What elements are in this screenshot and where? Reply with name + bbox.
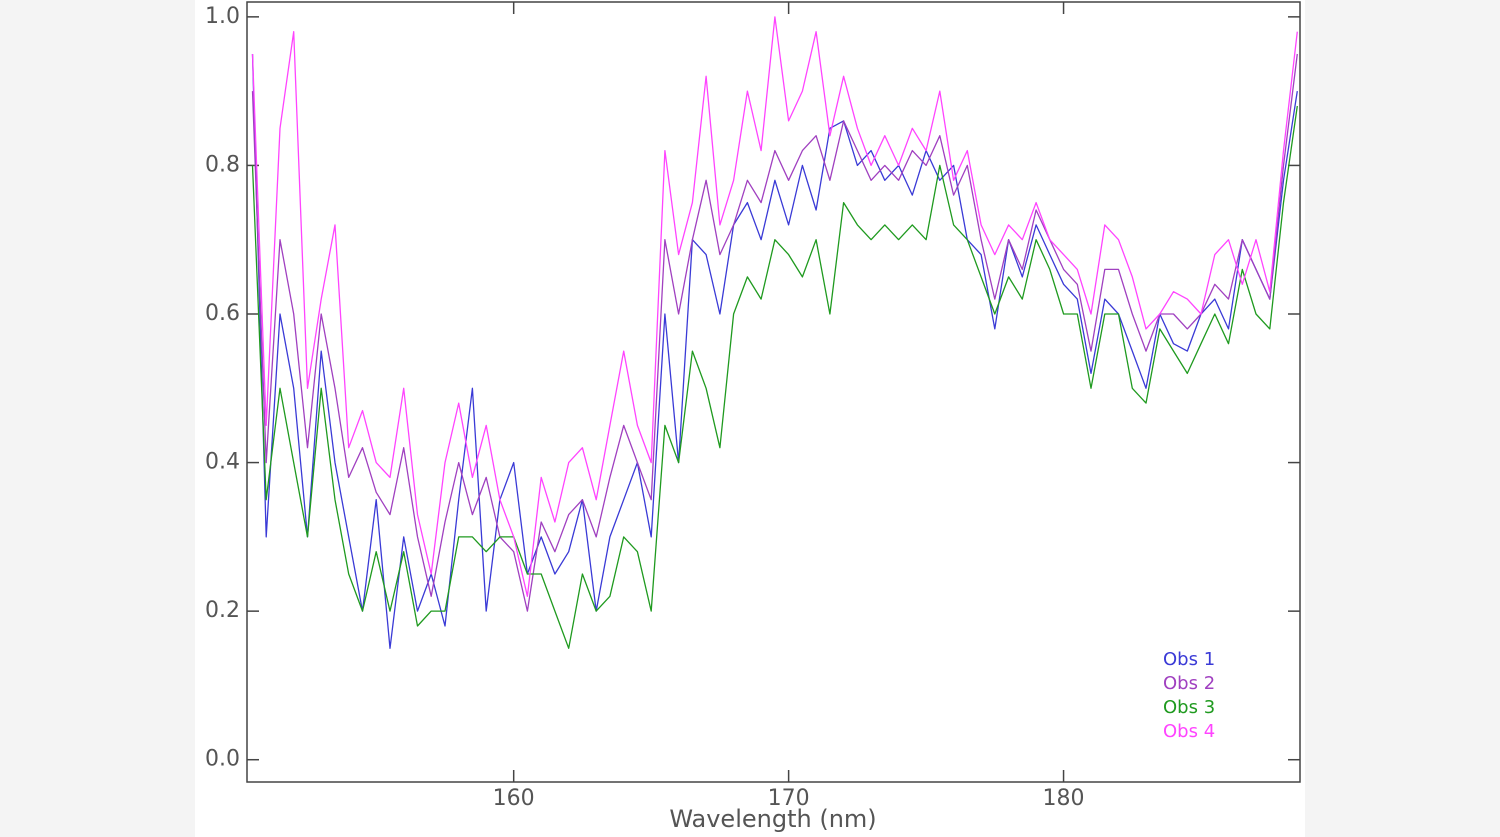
legend-label: Obs 4 [1163,721,1215,742]
chart-background [195,0,1305,837]
series-line [251,16,1298,597]
y-tick-label: 0.2 [205,598,240,623]
series-line [251,53,1298,612]
y-tick-label: 0.0 [205,747,240,772]
legend-label: Obs 2 [1163,673,1215,694]
y-tick-label: 0.8 [205,152,240,177]
x-tick-label: 170 [768,786,810,811]
y-tick-label: 1.0 [205,4,240,29]
legend-label: Obs 3 [1163,697,1215,718]
x-tick-label: 180 [1043,786,1085,811]
x-axis-label: Wavelength (nm) [669,805,876,833]
series-line [251,53,1298,649]
series-line [251,105,1298,649]
plot-frame [246,1,1301,783]
y-tick-label: 0.4 [205,450,240,475]
x-tick-label: 160 [493,786,535,811]
legend-label: Obs 1 [1163,649,1215,670]
y-tick-label: 0.6 [205,301,240,326]
